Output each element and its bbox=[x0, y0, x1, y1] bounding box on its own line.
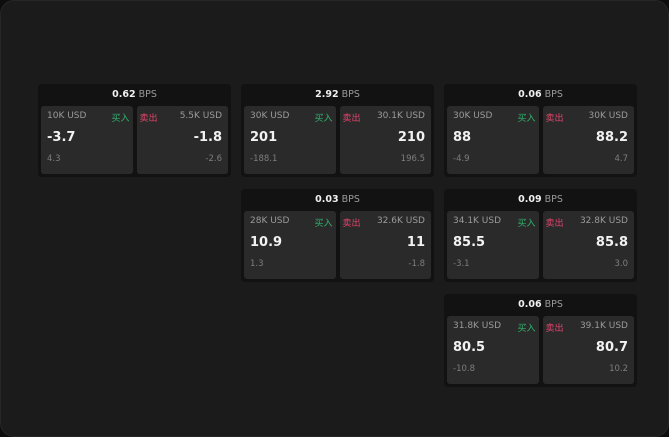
ask-size: 30.1K USD bbox=[376, 111, 425, 121]
spread-header: 0.03 BPS bbox=[241, 189, 434, 210]
quote-card: 0.09 BPS 34.1K USD 买入 85.5 -3.1 卖出 32.8K… bbox=[444, 189, 637, 282]
sell-panel[interactable]: 卖出 5.5K USD -1.8 -2.6 bbox=[136, 106, 228, 174]
sell-panel[interactable]: 卖出 30K USD 88.2 4.7 bbox=[542, 106, 634, 174]
ask-size: 5.5K USD bbox=[179, 111, 222, 121]
sell-label[interactable]: 卖出 bbox=[139, 114, 158, 124]
bid-size: 30K USD bbox=[250, 111, 290, 121]
ask-price: -1.8 bbox=[193, 130, 222, 145]
ask-size: 32.6K USD bbox=[376, 216, 425, 226]
buy-panel[interactable]: 28K USD 买入 10.9 1.3 bbox=[244, 211, 336, 279]
spread-header: 0.06 BPS bbox=[444, 84, 637, 105]
bid-price: -3.7 bbox=[47, 130, 76, 145]
buy-panel[interactable]: 10K USD 买入 -3.7 4.3 bbox=[41, 106, 133, 174]
ask-price: 80.7 bbox=[595, 340, 628, 355]
bid-size: 28K USD bbox=[250, 216, 290, 226]
buy-label[interactable]: 买入 bbox=[517, 114, 536, 124]
spread-value: 0.03 bbox=[315, 194, 339, 205]
quote-card: 0.06 BPS 31.8K USD 买入 80.5 -10.8 卖出 39.1… bbox=[444, 294, 637, 387]
ask-change: 3.0 bbox=[614, 259, 628, 269]
bid-change: -188.1 bbox=[250, 154, 278, 164]
sell-label[interactable]: 卖出 bbox=[342, 114, 361, 124]
sell-panel[interactable]: 卖出 32.6K USD 11 -1.8 bbox=[339, 211, 431, 279]
ask-price: 85.8 bbox=[595, 235, 628, 250]
spread-value: 0.09 bbox=[518, 194, 542, 205]
ask-size: 30K USD bbox=[588, 111, 628, 121]
spread-header: 0.09 BPS bbox=[444, 189, 637, 210]
ask-price: 210 bbox=[397, 130, 425, 145]
ask-change: 196.5 bbox=[400, 154, 425, 164]
quote-card: 0.62 BPS 10K USD 买入 -3.7 4.3 卖出 5.5K USD… bbox=[38, 84, 231, 177]
buy-panel[interactable]: 34.1K USD 买入 85.5 -3.1 bbox=[447, 211, 539, 279]
sell-label[interactable]: 卖出 bbox=[545, 114, 564, 124]
buy-label[interactable]: 买入 bbox=[314, 219, 333, 229]
spread-header: 0.06 BPS bbox=[444, 294, 637, 315]
buy-label[interactable]: 买入 bbox=[111, 114, 130, 124]
buy-label[interactable]: 买入 bbox=[517, 324, 536, 334]
bid-change: 1.3 bbox=[250, 259, 264, 269]
sell-panel[interactable]: 卖出 30.1K USD 210 196.5 bbox=[339, 106, 431, 174]
bid-size: 31.8K USD bbox=[453, 321, 502, 331]
sell-panel[interactable]: 卖出 32.8K USD 85.8 3.0 bbox=[542, 211, 634, 279]
bid-price: 10.9 bbox=[250, 235, 283, 250]
ask-size: 39.1K USD bbox=[579, 321, 628, 331]
bid-price: 88 bbox=[453, 130, 472, 145]
spread-value: 2.92 bbox=[315, 89, 339, 100]
buy-panel[interactable]: 30K USD 买入 88 -4.9 bbox=[447, 106, 539, 174]
sell-label[interactable]: 卖出 bbox=[342, 219, 361, 229]
ask-change: 10.2 bbox=[609, 364, 628, 374]
bid-change: -3.1 bbox=[453, 259, 470, 269]
bid-size: 34.1K USD bbox=[453, 216, 502, 226]
quote-card: 0.03 BPS 28K USD 买入 10.9 1.3 卖出 32.6K US… bbox=[241, 189, 434, 282]
ask-price: 11 bbox=[406, 235, 425, 250]
sell-label[interactable]: 卖出 bbox=[545, 219, 564, 229]
ask-change: -2.6 bbox=[205, 154, 222, 164]
ask-size: 32.8K USD bbox=[579, 216, 628, 226]
spread-value: 0.06 bbox=[518, 299, 542, 310]
spread-unit: BPS bbox=[544, 89, 563, 100]
spread-unit: BPS bbox=[544, 299, 563, 310]
bid-change: -10.8 bbox=[453, 364, 475, 374]
bid-price: 80.5 bbox=[453, 340, 486, 355]
quote-card: 2.92 BPS 30K USD 买入 201 -188.1 卖出 30.1K … bbox=[241, 84, 434, 177]
bid-size: 10K USD bbox=[47, 111, 87, 121]
buy-label[interactable]: 买入 bbox=[517, 219, 536, 229]
spread-unit: BPS bbox=[544, 194, 563, 205]
spread-header: 2.92 BPS bbox=[241, 84, 434, 105]
spread-header: 0.62 BPS bbox=[38, 84, 231, 105]
bid-price: 85.5 bbox=[453, 235, 486, 250]
ask-price: 88.2 bbox=[595, 130, 628, 145]
bid-size: 30K USD bbox=[453, 111, 493, 121]
spread-value: 0.62 bbox=[112, 89, 136, 100]
ask-change: -1.8 bbox=[408, 259, 425, 269]
buy-panel[interactable]: 30K USD 买入 201 -188.1 bbox=[244, 106, 336, 174]
ask-change: 4.7 bbox=[614, 154, 628, 164]
bid-change: 4.3 bbox=[47, 154, 61, 164]
quote-card: 0.06 BPS 30K USD 买入 88 -4.9 卖出 30K USD 8… bbox=[444, 84, 637, 177]
sell-panel[interactable]: 卖出 39.1K USD 80.7 10.2 bbox=[542, 316, 634, 384]
spread-unit: BPS bbox=[341, 194, 360, 205]
spread-value: 0.06 bbox=[518, 89, 542, 100]
bid-price: 201 bbox=[250, 130, 278, 145]
sell-label[interactable]: 卖出 bbox=[545, 324, 564, 334]
spread-unit: BPS bbox=[138, 89, 157, 100]
bid-change: -4.9 bbox=[453, 154, 470, 164]
spread-unit: BPS bbox=[341, 89, 360, 100]
buy-label[interactable]: 买入 bbox=[314, 114, 333, 124]
buy-panel[interactable]: 31.8K USD 买入 80.5 -10.8 bbox=[447, 316, 539, 384]
